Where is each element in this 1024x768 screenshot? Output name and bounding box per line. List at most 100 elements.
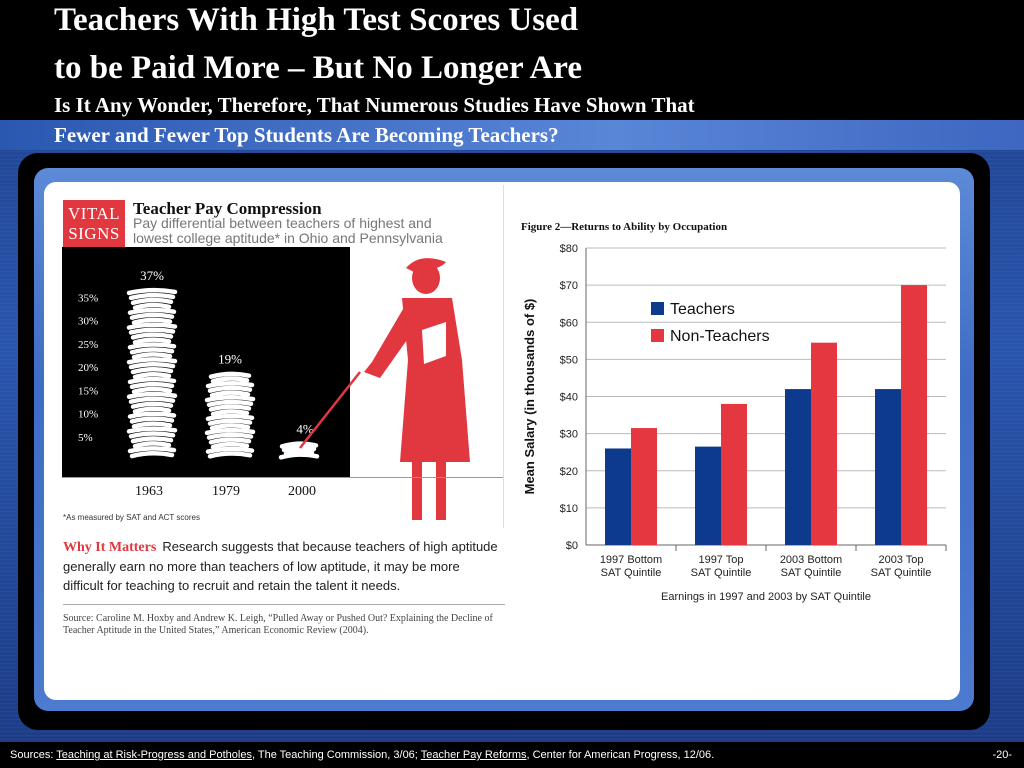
teacher-figure-icon <box>299 258 470 520</box>
scribble-stroke <box>128 396 176 404</box>
infographic-divider <box>503 185 504 528</box>
scribble-stroke <box>206 432 254 440</box>
infographic-ytick-label: 25% <box>78 339 98 351</box>
scribble-stroke <box>130 436 174 444</box>
year-label: 1963 <box>135 484 163 499</box>
teacher-leg <box>436 462 446 520</box>
why-it-matters-text: Research suggests that because teachers … <box>63 539 498 593</box>
chart-ytick-label: $60 <box>560 317 578 329</box>
scribble-stroke <box>128 431 176 439</box>
scribble-column <box>204 371 256 459</box>
scribble-stroke <box>129 381 175 390</box>
page-number: -20- <box>992 749 1012 761</box>
chart-xtick-label: SAT Quintile <box>781 567 842 579</box>
scribble-stroke <box>131 386 173 395</box>
scribble-stroke <box>130 297 174 306</box>
chart-bar <box>721 403 747 545</box>
chart-xtick-label: 1997 Bottom <box>600 554 662 566</box>
source-divider <box>63 604 505 605</box>
scribble-stroke <box>126 426 178 434</box>
chart-ytick-label: $0 <box>566 540 578 552</box>
pointer-stick <box>299 371 361 449</box>
infographic-ytick-label: 20% <box>78 362 98 374</box>
scribble-stroke <box>128 292 176 301</box>
scribble-stroke <box>206 399 254 408</box>
scribble-stroke <box>207 385 253 393</box>
infographic-value-label: 19% <box>218 352 242 367</box>
slide-subtitle-line2: Fewer and Fewer Top Students Are Becomin… <box>54 123 559 147</box>
chart-xtick-label: SAT Quintile <box>691 567 752 579</box>
scribble-stroke <box>205 446 255 454</box>
scribble-stroke <box>132 371 172 380</box>
scribble-stroke <box>207 418 253 426</box>
slide-subtitle-line1: Is It Any Wonder, Therefore, That Numero… <box>54 93 695 117</box>
scribble-stroke <box>128 362 176 370</box>
footnote: *As measured by SAT and ACT scores <box>63 513 200 522</box>
scribble-column <box>278 441 320 460</box>
scribble-stroke <box>205 413 255 422</box>
scribble-column <box>126 287 178 459</box>
footer-text-mid2: , Center for American Progress, 12/06. <box>526 749 715 761</box>
scribble-stroke <box>126 322 178 330</box>
teacher-hair <box>406 258 446 272</box>
vital-signs-badge: VITAL SIGNS <box>63 200 125 251</box>
chart-bar <box>605 448 631 545</box>
scribble-stroke <box>131 317 173 325</box>
infographic-value-label: 37% <box>140 268 164 283</box>
scribble-stroke <box>132 441 172 449</box>
chart-ytick-label: $20 <box>560 466 578 478</box>
infographic-ytick-label: 30% <box>78 316 98 328</box>
footer-bar: Sources: Teaching at Risk-Progress and P… <box>0 742 1024 768</box>
legend-label: Non-Teachers <box>670 328 770 345</box>
scribble-stroke <box>204 427 256 436</box>
infographic-title: Teacher Pay Compression <box>133 199 322 218</box>
scribble-stroke <box>129 416 175 424</box>
scribble-stroke <box>210 441 250 450</box>
chart-bar <box>785 389 811 545</box>
scribble-stroke <box>209 423 251 431</box>
scribble-stroke <box>129 312 175 320</box>
chart-ytick-label: $40 <box>560 392 578 404</box>
chart-xtick-label: 1997 Top <box>698 554 743 566</box>
legend-swatch <box>651 329 664 342</box>
chart-ytick-label: $80 <box>560 243 578 255</box>
chart-ytick-label: $50 <box>560 354 578 366</box>
scribble-stroke <box>208 437 252 445</box>
teacher-body <box>400 298 470 462</box>
footer-text-mid1: , The Teaching Commission, 3/06; <box>251 749 421 761</box>
scribble-stroke <box>126 357 178 365</box>
infographic-ytick-label: 10% <box>78 409 98 421</box>
returns-to-ability-chart: $0 $10 $20 $30 $40 $50 $60 $70 $80 Mean Salary (i… <box>522 243 947 603</box>
title-band <box>0 0 1024 120</box>
chart-bar <box>695 446 721 545</box>
scribble-stroke <box>209 390 251 398</box>
chart-bar <box>875 389 901 545</box>
teacher-arm <box>364 304 414 378</box>
infographic-panel <box>62 247 350 477</box>
infographic-baseline <box>62 477 504 478</box>
scribble-stroke <box>130 401 174 409</box>
chart-xlabel: Earnings in 1997 and 2003 by SAT Quintil… <box>661 591 871 603</box>
scribble-stroke <box>204 395 256 403</box>
slide-title-line2: to be Paid More – But No Longer Are <box>54 50 582 86</box>
chart-xtick-label: 2003 Bottom <box>780 554 842 566</box>
scribble-stroke <box>132 337 172 345</box>
scribble-stroke <box>131 421 173 429</box>
chart-xtick-label: SAT Quintile <box>601 567 662 579</box>
footer-prefix: Sources: <box>10 749 57 761</box>
scribble-stroke <box>207 451 253 459</box>
infographic-source: Source: Caroline M. Hoxby and Andrew K. … <box>63 613 493 636</box>
source-link-teacher-pay-reforms[interactable]: Teacher Pay Reforms <box>420 749 527 761</box>
scribble-stroke <box>131 352 173 360</box>
scribble-stroke <box>129 451 175 459</box>
chart-xtick-label: 2003 Top <box>878 554 923 566</box>
scribble-stroke <box>127 307 177 315</box>
scribble-stroke <box>283 448 315 456</box>
scribble-stroke <box>128 327 176 335</box>
legend-label: Teachers <box>670 301 735 318</box>
source-link-teaching-at-risk[interactable]: Teaching at Risk-Progress and Potholes <box>56 749 252 761</box>
chart-bar <box>811 342 837 545</box>
scribble-stroke <box>210 409 250 417</box>
scribble-stroke <box>130 332 174 340</box>
scribble-stroke <box>127 342 177 350</box>
